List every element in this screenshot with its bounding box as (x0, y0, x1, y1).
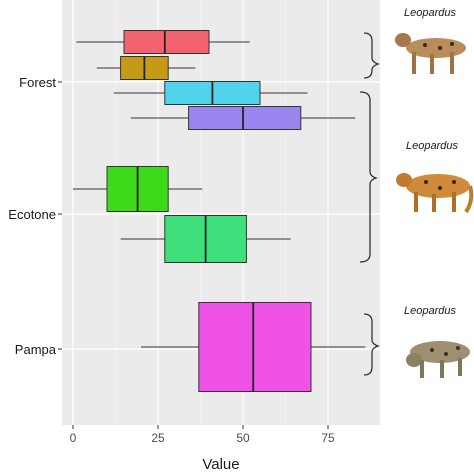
box-forest-1 (76, 30, 250, 54)
box-body (188, 106, 302, 130)
x-axis-title: Value (202, 456, 239, 473)
species-label-3: Leopardus (404, 305, 456, 317)
box-forest-2 (96, 56, 196, 80)
box-ecotone-1 (73, 166, 203, 212)
box-series (73, 30, 366, 392)
cat-image-3 (406, 341, 470, 378)
box-body (198, 302, 312, 392)
cat-image-2 (396, 173, 474, 214)
box-forest-3 (113, 81, 308, 105)
species-label-2: Leopardus (406, 140, 458, 152)
box-pampa-1 (141, 302, 366, 392)
x-tick-label: 50 (236, 431, 250, 445)
x-tick-label: 0 (70, 431, 77, 445)
species-annotations: Leopardus Leopardus Leopardus (359, 7, 474, 378)
bracket-pampa (363, 313, 381, 376)
category-labels: Forest Ecotone Pampa (8, 75, 62, 357)
box-body (123, 30, 210, 54)
category-label-forest: Forest (19, 75, 56, 90)
x-tick-label: 75 (321, 431, 335, 445)
category-label-pampa: Pampa (15, 342, 57, 357)
bracket-forest-ecotone (359, 91, 379, 263)
bracket-forest-top (363, 32, 381, 79)
x-tick-labels: 0 25 50 75 (70, 425, 335, 445)
species-label-1: Leopardus (404, 7, 456, 19)
category-label-ecotone: Ecotone (8, 207, 56, 222)
box-forest-4 (130, 106, 356, 130)
x-tick-label: 25 (151, 431, 165, 445)
box-ecotone-2 (120, 215, 291, 263)
cat-image-1 (395, 33, 466, 74)
